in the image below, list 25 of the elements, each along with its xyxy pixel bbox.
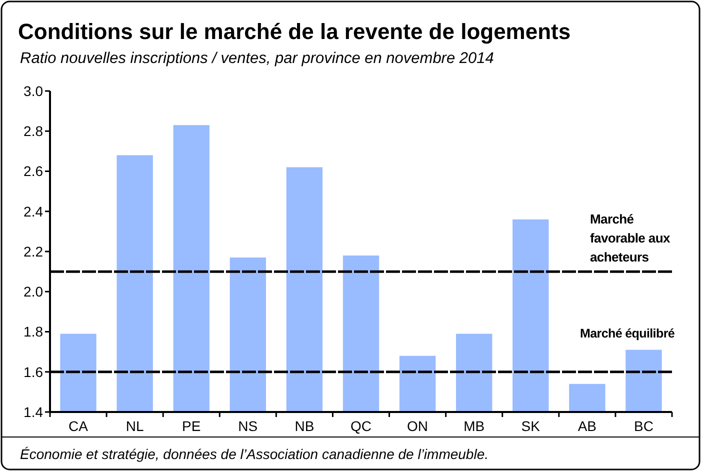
y-tick-label: 2.2: [24, 243, 44, 260]
y-tick-label: 1.4: [24, 404, 44, 420]
y-tick-label: 1.8: [24, 324, 44, 340]
x-tick-label: NL: [126, 418, 144, 434]
text: Économie et stratégie, données de l’Association canadienne de l’immeuble.: [20, 446, 489, 462]
y-tick-label: 3.0: [24, 82, 44, 99]
x-tick-label: SK: [521, 418, 541, 434]
ref-line-label: Marché équilibré: [580, 326, 675, 341]
x-tick-label: MB: [464, 418, 485, 434]
y-tick-label: 2.4: [24, 203, 44, 220]
y-tick-label: 2.8: [24, 123, 44, 140]
x-tick-label: QC: [350, 418, 372, 434]
chart-title: Conditions sur le marché de la revente de logements: [18, 19, 571, 44]
x-tick-label: CA: [68, 418, 89, 434]
x-tick-label: NB: [294, 418, 314, 434]
x-tick-label: PE: [182, 418, 201, 434]
x-tick-label: BC: [634, 418, 654, 434]
x-tick-label: NS: [238, 418, 258, 434]
ref-line-label: Marché favorable aux acheteurs: [590, 212, 671, 265]
x-tick-label: AB: [578, 418, 597, 434]
y-tick-label: 1.6: [24, 364, 44, 380]
y-tick-label: 2.6: [24, 163, 44, 180]
chart-subtitle: Ratio nouvelles inscriptions / ventes, par province en novembre 2014: [20, 50, 494, 67]
y-tick-label: 2.0: [24, 284, 44, 300]
x-tick-label: ON: [407, 418, 428, 434]
